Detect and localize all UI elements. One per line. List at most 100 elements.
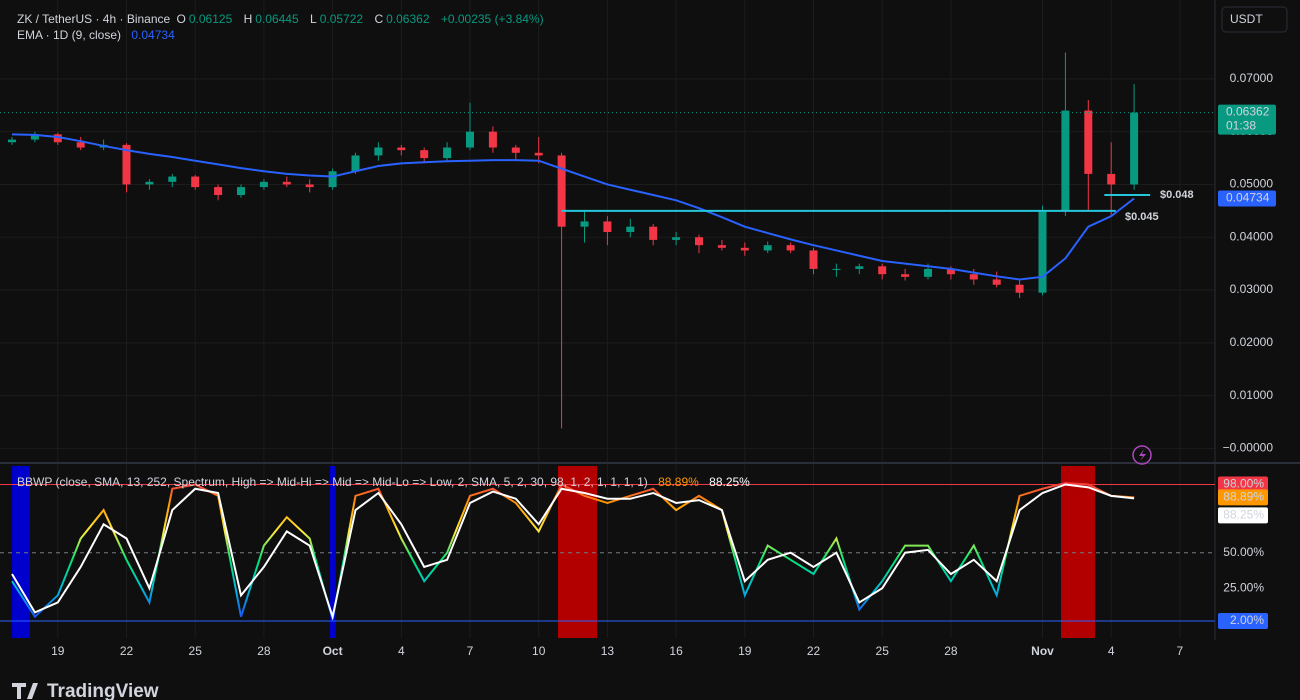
series-line xyxy=(11,133,1135,281)
x-tick-label: 4 xyxy=(398,644,405,658)
y-tick-label: −0.00000 xyxy=(1223,441,1274,455)
ohlc-value: 0.05722 xyxy=(319,12,364,26)
candle-body xyxy=(969,274,978,280)
ohlc-value: 0.06125 xyxy=(188,12,233,26)
level-tag xyxy=(1218,612,1268,629)
ohlc-label: L xyxy=(310,12,317,26)
candle-body xyxy=(305,184,314,188)
candle-body xyxy=(8,139,16,143)
plot-layer: −0.00000 0.01000 0.02000 0.03000 0.04000 0.05… xyxy=(0,52,1276,658)
value-tag-label: 88.25% xyxy=(1223,508,1264,522)
candle-body xyxy=(282,181,291,185)
candle-body xyxy=(122,144,131,185)
alert-bolt xyxy=(1139,449,1146,461)
y-tick-label: 0.05000 xyxy=(1230,177,1274,191)
brand: TradingView xyxy=(47,681,159,700)
x-tick-label: Nov xyxy=(1031,644,1054,658)
candle-body xyxy=(534,152,543,156)
y-tick-label: 0.02000 xyxy=(1230,335,1274,349)
candle-body xyxy=(740,247,749,251)
price-tag-value: 0.06362 xyxy=(1226,105,1270,119)
horizontal-line-label: $0.045 xyxy=(1125,211,1159,223)
ohlc-label: C xyxy=(374,12,384,26)
x-tick-label: 10 xyxy=(532,644,546,658)
candle-body xyxy=(1061,110,1070,211)
candle-body xyxy=(76,142,85,148)
low-zone xyxy=(330,466,336,638)
ohlc-label: O xyxy=(176,12,186,26)
candle-body xyxy=(466,131,474,148)
y-tick-label: 98.00% xyxy=(1223,477,1264,491)
bbwp-legend: BBWP (close, SMA, 13, 252, Spectrum, Hig… xyxy=(17,475,753,489)
candle-body xyxy=(1130,112,1139,185)
candle-body xyxy=(557,155,566,227)
candle-body xyxy=(397,147,406,151)
x-tick-label: 7 xyxy=(1177,644,1184,658)
candle-body xyxy=(328,171,337,188)
x-tick-label: 7 xyxy=(467,644,474,658)
candle-body xyxy=(649,226,658,240)
alert-icon[interactable] xyxy=(1132,445,1152,465)
ema-legend: EMA · 1D (9, close) 0.04734 xyxy=(17,28,178,42)
x-tick-label: Oct xyxy=(323,644,343,658)
grid xyxy=(0,0,1215,638)
value-tag xyxy=(1218,489,1268,506)
candle-body xyxy=(626,226,635,232)
x-tick-label: 22 xyxy=(807,644,821,658)
value-tag xyxy=(1218,507,1268,524)
high-zone xyxy=(1061,466,1095,638)
candle-body xyxy=(1015,284,1024,293)
candle-body xyxy=(237,187,245,196)
y-tick-label: 0.04000 xyxy=(1230,229,1274,243)
candle-body xyxy=(443,147,452,159)
candle-body xyxy=(420,150,429,159)
candle-body xyxy=(351,155,360,172)
ema-value: 0.04734 xyxy=(131,28,175,42)
change: +0.00235 (+3.84%) xyxy=(440,12,544,26)
candle-body xyxy=(924,268,932,277)
candle-body xyxy=(30,134,39,140)
candle-body xyxy=(1107,173,1116,185)
candle-body xyxy=(191,176,200,188)
y-tick-label: 50.00% xyxy=(1223,545,1264,559)
x-tick-label: 25 xyxy=(876,644,890,658)
ema-tag xyxy=(1218,190,1276,207)
price-tag xyxy=(1218,104,1276,135)
candle-body xyxy=(832,268,841,270)
candle-body xyxy=(145,181,154,185)
x-tick-label: 13 xyxy=(601,644,615,658)
ohlc-value: 0.06362 xyxy=(386,12,430,26)
y-tick-label: 25.00% xyxy=(1223,580,1264,594)
x-tick-label: 25 xyxy=(189,644,203,658)
candle-body xyxy=(717,245,726,248)
candle-body xyxy=(168,176,177,182)
horizontal-line-label: $0.048 xyxy=(1160,189,1194,201)
candle-body xyxy=(1084,110,1093,174)
y-tick-label: 2.00% xyxy=(1230,613,1264,627)
x-tick-label: 16 xyxy=(669,644,683,658)
candle-body xyxy=(1038,210,1047,293)
candle-body xyxy=(855,266,864,269)
candle-body xyxy=(992,279,1001,285)
candle-body xyxy=(695,237,703,246)
candle-body xyxy=(763,245,772,251)
bbwp-title: BBWP (close, SMA, 13, 252, Spectrum, Hig… xyxy=(17,475,648,489)
x-tick-label: 28 xyxy=(257,644,271,658)
candle-body xyxy=(488,131,497,148)
x-tick-label: 22 xyxy=(120,644,134,658)
bbwp-value: 88.89% xyxy=(658,475,699,489)
ema-tag-value: 0.04734 xyxy=(1226,191,1270,205)
brand-logo xyxy=(12,683,38,699)
value-tag-label: 88.89% xyxy=(1223,490,1264,504)
y-tick-label: 0.03000 xyxy=(1230,282,1274,296)
candle-body xyxy=(809,250,818,269)
x-tick-label: 4 xyxy=(1108,644,1115,658)
candle-body xyxy=(259,181,268,188)
currency-button[interactable] xyxy=(1221,6,1288,33)
candle-body xyxy=(786,245,795,251)
currency[interactable]: USDT xyxy=(1230,12,1263,26)
candle-body xyxy=(53,134,62,143)
candle-body xyxy=(214,187,223,196)
